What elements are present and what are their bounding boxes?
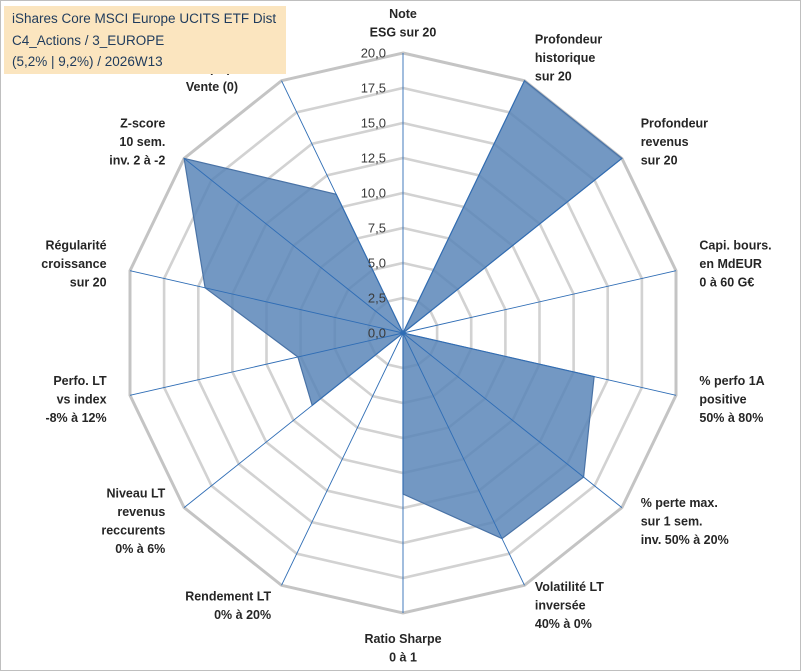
radar-spoke-profondeur-historique [402,80,525,334]
chart-title-line-2: C4_Actions / 3_EUROPE [12,33,165,48]
axis-label-line: revenus [641,135,689,149]
axis-label-line: 0% à 20% [214,608,271,622]
axis-label-line: 0% à 6% [115,542,165,556]
axis-label-capi-bours: Capi. bours. en MdEUR 0 à 60 G€ [699,239,771,290]
axis-label-line: 40% à 0% [535,617,592,631]
radial-tick-label: 15,0 [361,116,386,131]
axis-label-line: inv. 2 à -2 [109,154,165,168]
axis-label-niveau-lt: Niveau LT revenus reccurents 0% à 6% [101,487,165,557]
axis-label-line: inversée [535,599,586,613]
axis-label-line: sur 20 [70,276,107,290]
axis-label-line: revenus [117,505,165,519]
radial-tick-label: 20,0 [361,46,386,61]
axis-label-line: Rendement LT [185,589,271,603]
radial-tick-label: 7,5 [368,221,386,236]
axis-label-note-esg: Note ESG sur 20 [370,7,437,40]
axis-label-perfo-lt: Perfo. LT vs index -8% à 12% [45,374,107,425]
axis-label-line: en MdEUR [699,257,762,271]
radial-tick-label: 17,5 [361,81,386,96]
axis-label-line: Z-score [120,117,165,131]
radial-tick-label: 2,5 [368,291,386,306]
radar-spoke-perfo-lt [129,332,404,396]
axis-label-line: 50% à 80% [699,411,763,425]
axis-label-line: -8% à 12% [45,411,106,425]
axis-label-ratio-sharpe: Ratio Sharpe 0 à 1 [364,632,441,665]
axis-label-line: reccurents [101,524,165,538]
radar-spoke-regularite [129,270,404,334]
axis-label-line: Régularité [45,239,106,253]
axis-label-line: historique [535,51,595,65]
radar-spoke-profondeur-revenus [402,158,623,334]
axis-label-line: 10 sem. [119,135,165,149]
axis-label-line: sur 1 sem. [641,514,703,528]
radar-spoke-momentum [281,80,404,334]
axis-label-z-score: Z-score 10 sem. inv. 2 à -2 [109,117,165,168]
axis-label-volatilite: Volatilité LT inversée 40% à 0% [535,580,604,631]
axis-label-line: inv. 50% à 20% [641,533,729,547]
axis-label-rendement: Rendement LT 0% à 20% [185,589,271,622]
radar-spoke-perte-max [402,332,623,508]
radar-spokes [129,53,677,613]
axis-label-line: sur 20 [535,69,572,83]
axis-label-line: Ratio Sharpe [364,632,441,646]
axis-label-perfo-1a: % perfo 1A positive 50% à 80% [699,374,764,425]
chart-title-box: iShares Core MSCI Europe UCITS ETF Dist … [4,6,286,74]
radar-spoke-volatilite [402,332,525,586]
radial-tick-label: 10,0 [361,186,386,201]
radar-spoke-z-score [183,158,404,334]
axis-label-line: ESG sur 20 [370,26,437,40]
radial-tick-label: 12,5 [361,151,386,166]
axis-label-line: % perfo 1A [699,374,764,388]
axis-label-line: Profondeur [535,32,602,46]
radar-spoke-capi-bours [402,270,677,334]
axis-label-line: Volatilité LT [535,580,604,594]
radial-tick-label: 0,0 [368,326,386,341]
chart-title-line-1: iShares Core MSCI Europe UCITS ETF Dist [12,11,277,26]
axis-label-profondeur-revenus: Profondeur revenus sur 20 [641,117,708,168]
axis-label-line: positive [699,392,746,406]
axis-label-line: vs index [57,392,107,406]
axis-label-line: Profondeur [641,117,708,131]
axis-label-line: Perfo. LT [53,374,107,388]
axis-label-regularite: Régularité croissance sur 20 [41,239,106,290]
axis-label-line: Note [389,7,417,21]
radar-spoke-rendement [281,332,404,586]
axis-label-line: croissance [41,257,106,271]
axis-label-perte-max: % perte max. sur 1 sem. inv. 50% à 20% [641,496,729,547]
axis-label-line: Vente (0) [186,80,238,94]
axis-label-profondeur-historique: Profondeur historique sur 20 [535,32,602,83]
chart-title-line-3: (5,2% | 9,2%) / 2026W13 [12,54,163,69]
radar-spoke-niveau-lt [183,332,404,508]
axis-label-line: % perte max. [641,496,718,510]
radial-tick-label: 5,0 [368,256,386,271]
axis-label-line: Capi. bours. [699,239,771,253]
axis-label-line: Niveau LT [106,487,165,501]
radar-spoke-perfo-1a [402,332,677,396]
axis-label-line: sur 20 [641,154,678,168]
axis-label-line: 0 à 60 G€ [699,276,754,290]
axis-label-line: 0 à 1 [389,651,417,665]
